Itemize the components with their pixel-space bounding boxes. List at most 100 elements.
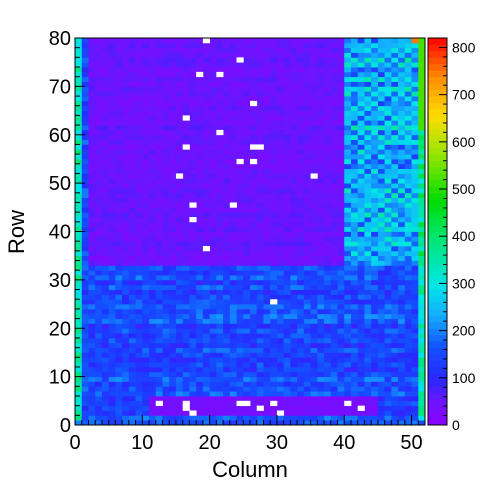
colorbar-segment [428, 250, 447, 258]
heatmap-cell [324, 173, 332, 179]
heatmap-cell [377, 420, 386, 426]
heatmap-cell [404, 178, 412, 184]
heatmap-cell [81, 197, 89, 203]
heatmap-cell [297, 57, 305, 63]
heatmap-cell [229, 71, 237, 78]
heatmap-cell [263, 62, 271, 68]
heatmap-cell [175, 255, 184, 261]
heatmap-cell [324, 207, 332, 213]
heatmap-cell [371, 376, 379, 382]
heatmap-cell [290, 323, 298, 329]
heatmap-cell [88, 313, 96, 319]
heatmap-cell [263, 231, 271, 237]
heatmap-cell [377, 129, 386, 136]
heatmap-cell [250, 139, 258, 145]
heatmap-cell [182, 158, 190, 165]
heatmap-cell [128, 110, 136, 116]
heatmap-cell [115, 168, 123, 174]
heatmap-cell [256, 57, 264, 63]
heatmap-cell [256, 173, 264, 179]
heatmap-cell [350, 318, 359, 324]
heatmap-cell [229, 279, 237, 286]
heatmap-cell [411, 91, 419, 97]
heatmap-cell [290, 352, 298, 358]
heatmap-cell [297, 71, 305, 78]
heatmap-cell [162, 134, 170, 140]
heatmap-cell [330, 67, 338, 73]
heatmap-cell [223, 357, 231, 363]
heatmap-cell [189, 144, 197, 150]
heatmap-cell [223, 163, 231, 170]
heatmap-cell [324, 395, 332, 402]
heatmap-cell [317, 125, 325, 131]
heatmap-cell [122, 250, 130, 257]
heatmap-cell [411, 376, 419, 382]
heatmap-cell [128, 337, 136, 344]
heatmap-cell [169, 42, 177, 49]
heatmap-cell [202, 366, 211, 373]
heatmap-cell [263, 120, 271, 126]
heatmap-cell [223, 405, 231, 411]
heatmap-cell [303, 86, 311, 92]
heatmap-cell [350, 154, 359, 160]
heatmap-cell [101, 134, 110, 140]
heatmap-cell [350, 129, 359, 136]
heatmap-cell [115, 120, 123, 126]
colorbar-segment [428, 308, 447, 316]
heatmap-cell [182, 38, 190, 44]
heatmap-cell [115, 129, 123, 136]
heatmap-cell [324, 410, 332, 416]
empty-cell [202, 38, 211, 44]
heatmap-cell [384, 362, 392, 368]
heatmap-cell [411, 265, 419, 271]
heatmap-cell [377, 304, 386, 310]
heatmap-cell [357, 328, 365, 334]
heatmap-cell [350, 38, 359, 44]
heatmap-cell [371, 47, 379, 53]
heatmap-cell [216, 328, 224, 334]
heatmap-cell [128, 275, 136, 281]
heatmap-cell [155, 279, 163, 286]
heatmap-cell [250, 52, 258, 58]
heatmap-cell [256, 260, 264, 266]
heatmap-cell [81, 289, 89, 295]
heatmap-cell [337, 125, 345, 131]
heatmap-cell [196, 154, 204, 160]
heatmap-cell [263, 328, 271, 334]
heatmap-cell [317, 216, 325, 223]
heatmap-cell [135, 279, 143, 286]
heatmap-cell [162, 376, 170, 382]
heatmap-cell [344, 178, 352, 184]
heatmap-cell [337, 197, 345, 203]
heatmap-cell [229, 304, 237, 310]
heatmap-cell [418, 294, 426, 300]
heatmap-cell [303, 134, 311, 140]
heatmap-cell [283, 241, 291, 247]
heatmap-cell [229, 347, 237, 353]
heatmap-cell [310, 342, 318, 348]
heatmap-cell [344, 299, 352, 305]
heatmap-cell [404, 250, 412, 257]
heatmap-cell [162, 67, 170, 73]
heatmap-cell [250, 178, 258, 184]
heatmap-cell [310, 333, 318, 339]
heatmap-cell [364, 333, 372, 339]
heatmap-cell [404, 231, 412, 237]
heatmap-cell [377, 52, 386, 58]
heatmap-cell [283, 62, 291, 68]
heatmap-cell [135, 250, 143, 257]
heatmap-cell [223, 144, 231, 150]
heatmap-cell [229, 187, 237, 194]
heatmap-cell [88, 115, 96, 121]
heatmap-cell [411, 47, 419, 53]
heatmap-cell [182, 183, 190, 189]
heatmap-cell [75, 275, 83, 281]
heatmap-cell [290, 328, 298, 334]
heatmap-cell [128, 386, 136, 392]
heatmap-cell [196, 381, 204, 387]
heatmap-cell [317, 120, 325, 126]
heatmap-cell [317, 149, 325, 155]
heatmap-cell [223, 120, 231, 126]
heatmap-cell [256, 410, 264, 416]
heatmap-cell [391, 376, 399, 382]
